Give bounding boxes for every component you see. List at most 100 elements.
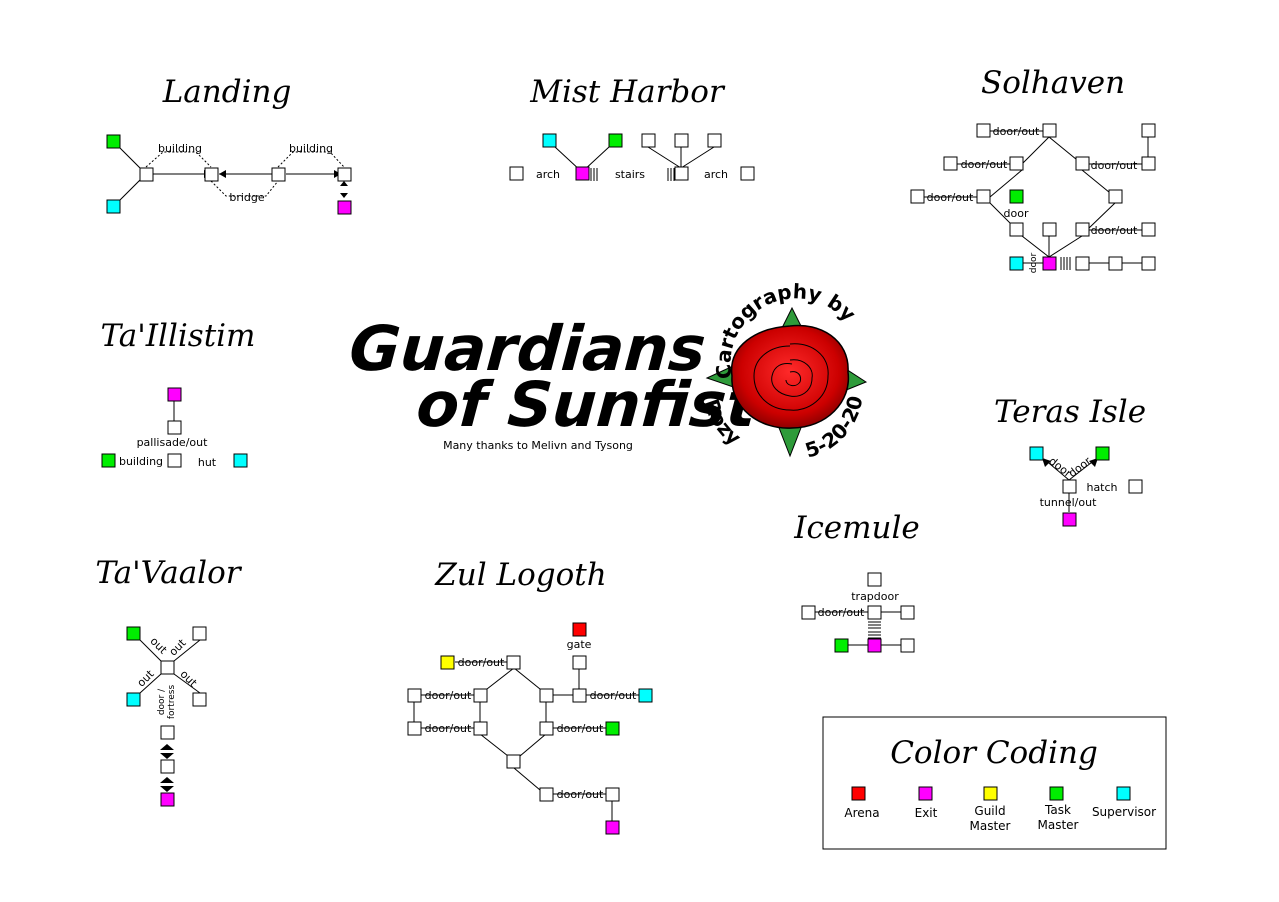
room-ice-right (900, 605, 915, 620)
room-sol-top (1042, 123, 1057, 138)
main-title-line1: Guardians (347, 312, 708, 385)
room-teras-task (1095, 446, 1110, 461)
area-zul-logoth: Zul Logoth gate door/o (407, 557, 653, 835)
label-door-out: door/out (425, 722, 472, 735)
room-zul-1 (407, 688, 422, 703)
label-building: building (289, 142, 333, 155)
room-sol-exit (1042, 256, 1057, 271)
rose-icon (730, 324, 850, 429)
room-sol-supervisor (1009, 256, 1024, 271)
room-sol-1 (976, 123, 991, 138)
label-stairs: stairs (615, 168, 645, 181)
area-title: Ta'Illistim (101, 318, 256, 354)
room-ice-exit (867, 638, 882, 653)
room-teras-exit (1062, 512, 1077, 527)
room-landing-task (106, 134, 121, 149)
label-door-out: door/out (927, 191, 974, 204)
label-door-out: door/out (1091, 224, 1138, 237)
header: Guardians of Sunfist Many thanks to Meli… (347, 312, 761, 452)
room-sol-4 (1075, 156, 1090, 171)
room-sol-8 (1108, 189, 1123, 204)
room-sol-tr (1141, 123, 1156, 138)
room-sol-9 (1009, 222, 1024, 237)
label-door: door (1004, 207, 1029, 220)
label-door: door (1066, 454, 1094, 480)
area-title: Ta'Vaalor (95, 555, 242, 591)
room-illi-hub (167, 453, 182, 468)
room-ice-right2 (900, 638, 915, 653)
room-teras-supervisor (1029, 446, 1044, 461)
legend-label-exit: Exit (915, 806, 938, 820)
room-zul-2 (473, 688, 488, 703)
area-landing: Landing building building bridge (106, 74, 352, 215)
room-sol-12 (1141, 222, 1156, 237)
room-zul-gate (572, 655, 587, 670)
label-door-out: door/out (590, 689, 637, 702)
label-hut: hut (198, 456, 217, 469)
label-out: out (167, 636, 189, 658)
room-sol-13 (1075, 256, 1090, 271)
room-zul-arena (572, 622, 587, 637)
room-zul-5 (407, 721, 422, 736)
room-sol-2 (943, 156, 958, 171)
room-vaalor-exit (160, 792, 175, 807)
label-trapdoor: trapdoor (851, 590, 899, 603)
main-title-line2: of Sunfist (414, 368, 761, 441)
cartographer-stamp: Cartography by Rozy 5-20-20 (699, 279, 867, 462)
label-gate: gate (567, 638, 592, 651)
room-zul-9 (605, 787, 620, 802)
area-title: Mist Harbor (529, 74, 726, 110)
label-arch: arch (536, 168, 560, 181)
room-sol-11 (1075, 222, 1090, 237)
legend-label-supervisor: Supervisor (1092, 805, 1156, 819)
room-teras-hub (1062, 479, 1077, 494)
room-illi-1 (167, 420, 182, 435)
legend-swatch-exit (918, 786, 933, 801)
label-out: out (178, 668, 200, 690)
label-door-out: door/out (818, 606, 865, 619)
room-vaalor-hub (160, 660, 175, 675)
area-title: Landing (162, 74, 292, 110)
room-zul-top (506, 655, 521, 670)
area-tallistim: Ta'Illistim pallisade/out building hut (101, 318, 256, 469)
legend-title: Color Coding (890, 735, 1098, 771)
room-teras-hatch (1128, 479, 1143, 494)
room-landing-4 (337, 167, 352, 182)
label-door-out: door/out (557, 788, 604, 801)
label-tunnel: tunnel/out (1040, 496, 1097, 509)
room-vaalor-supervisor (126, 692, 141, 707)
room-landing-exit (337, 200, 352, 215)
room-ice-left (801, 605, 816, 620)
legend-label-task-2: Master (1038, 818, 1079, 832)
room-mist-task (608, 133, 623, 148)
room-zul-bottom (506, 754, 521, 769)
room-vaalor-task (126, 626, 141, 641)
legend-label-guild-2: Master (970, 819, 1011, 833)
area-solhaven: Solhaven (910, 65, 1156, 273)
room-mist-b (674, 133, 689, 148)
room-illi-task (101, 453, 116, 468)
room-mist-exit (575, 166, 590, 181)
room-zul-3 (539, 688, 554, 703)
legend-label-task: Task (1044, 803, 1071, 817)
room-landing-hub (139, 167, 154, 182)
thanks-note: Many thanks to Melivn and Tysong (443, 439, 633, 452)
label-out: out (148, 635, 170, 657)
room-mist-right (740, 166, 755, 181)
room-mist-supervisor (542, 133, 557, 148)
area-mist-harbor: Mist Harbor arch stairs arch (509, 74, 755, 181)
label-building: building (158, 142, 202, 155)
room-sol-10 (1042, 222, 1057, 237)
label-door-fortress: fortress (167, 685, 177, 720)
room-zul-6 (473, 721, 488, 736)
room-ice-top (867, 572, 882, 587)
label-door-out: door/out (458, 656, 505, 669)
room-zul-task (605, 721, 620, 736)
room-zul-supervisor (638, 688, 653, 703)
label-door-out: door/out (993, 125, 1040, 138)
legend-swatch-task (1049, 786, 1064, 801)
room-vaalor-tr (192, 626, 207, 641)
room-ice-hub (867, 605, 882, 620)
room-mist-hub (674, 166, 689, 181)
